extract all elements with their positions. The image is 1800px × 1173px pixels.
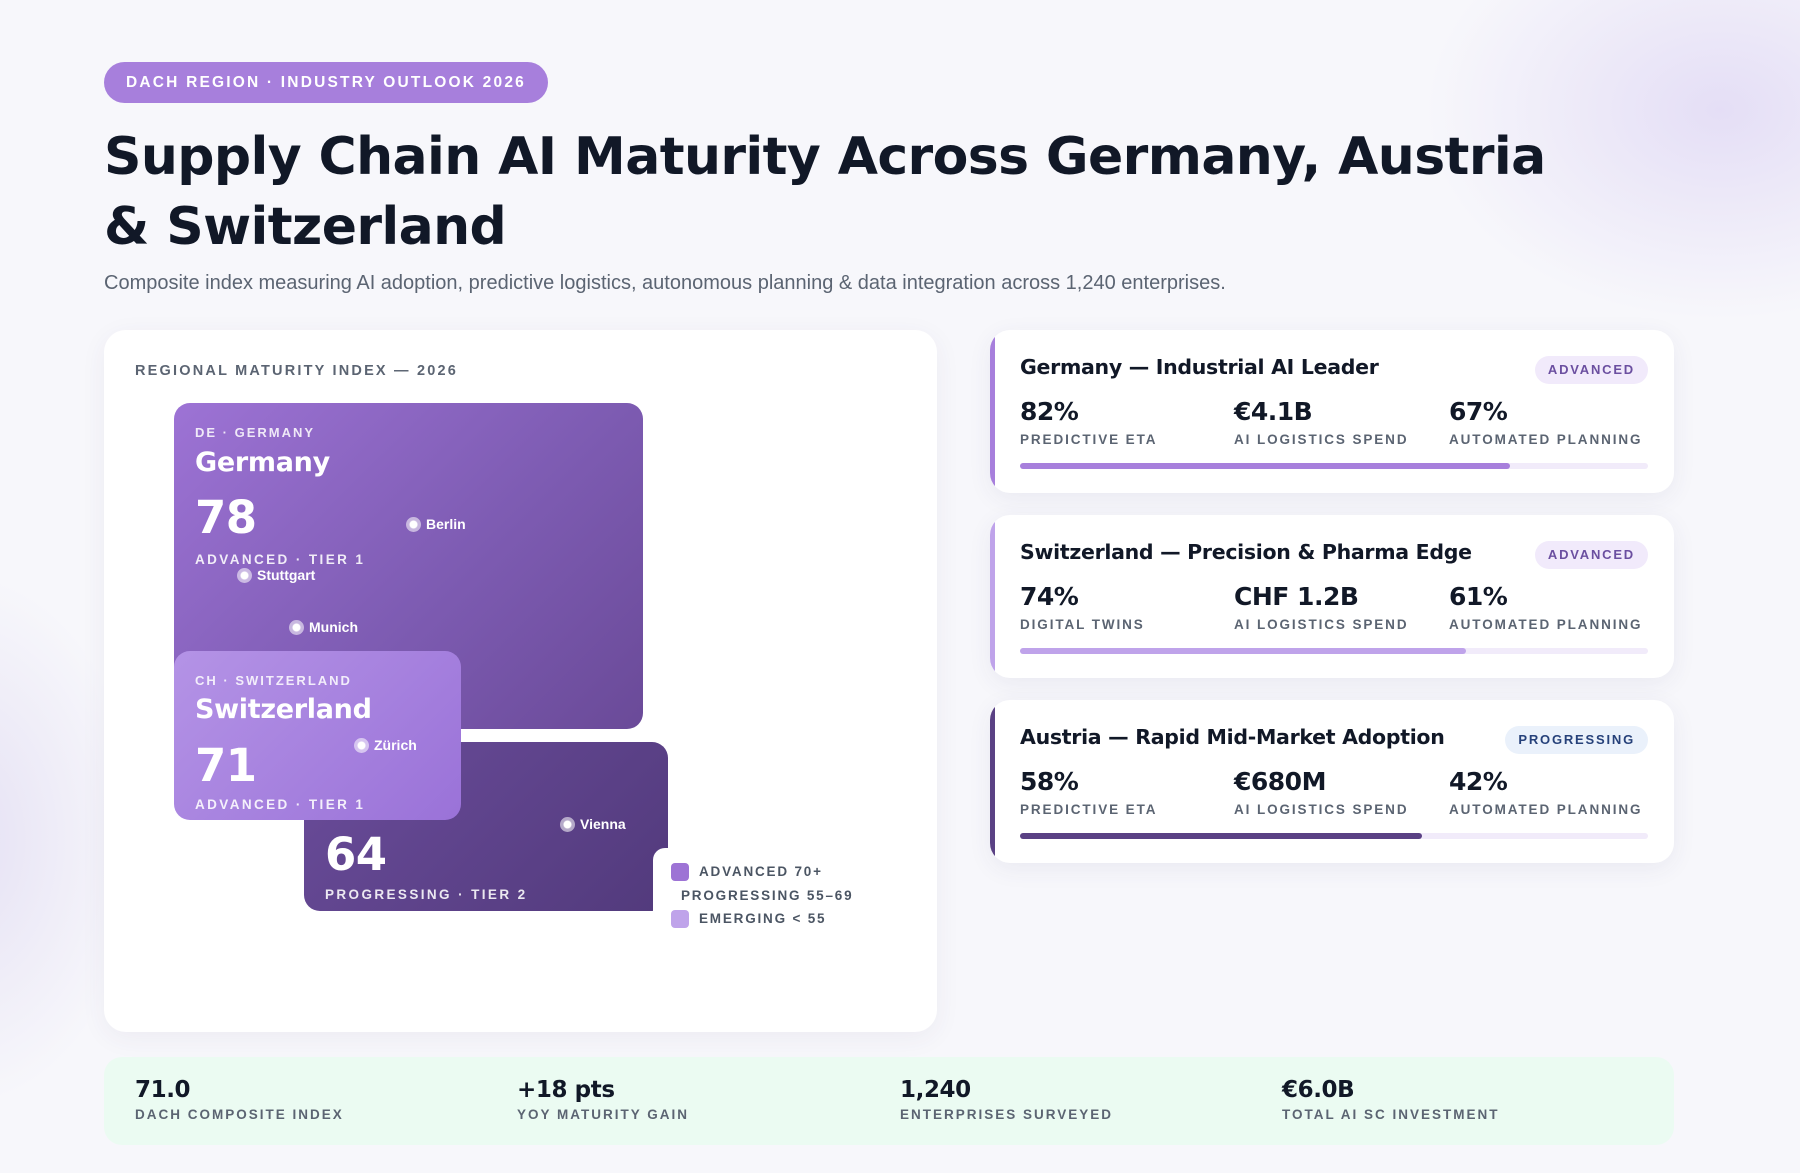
map-legend: ADVANCED 70+ PROGRESSING 55–69 EMERGING … <box>653 848 853 930</box>
metric: 74% DIGITAL TWINS <box>1020 581 1145 632</box>
summary-stats-bar: 71.0 DACH COMPOSITE INDEX +18 pts YOY MA… <box>104 1057 1674 1145</box>
metric-label: AUTOMATED PLANNING <box>1449 432 1643 447</box>
metric: €4.1B AI LOGISTICS SPEND <box>1234 396 1408 447</box>
region-tag: DACH REGION · INDUSTRY OUTLOOK 2026 <box>104 62 548 103</box>
legend-item: PROGRESSING 55–69 <box>671 884 853 908</box>
stat-label: DACH COMPOSITE INDEX <box>135 1107 344 1122</box>
card-accent <box>990 700 995 863</box>
legend-swatch <box>671 909 689 928</box>
country-card-germany[interactable]: Germany — Industrial AI Leader ADVANCED … <box>990 330 1674 493</box>
city-marker-vienna[interactable]: Vienna <box>560 816 626 832</box>
page-subtitle: Composite index measuring AI adoption, p… <box>104 272 1226 294</box>
metric-label: AI LOGISTICS SPEND <box>1234 432 1409 447</box>
region-score: 64 <box>325 828 387 881</box>
region-tier: ADVANCED · TIER 1 <box>195 797 366 812</box>
location-dot-icon <box>354 737 369 753</box>
region-switzerland[interactable]: CH · SWITZERLAND Switzerland 71 ADVANCED… <box>174 651 461 820</box>
card-accent <box>990 515 995 678</box>
metric: 42% AUTOMATED PLANNING <box>1449 766 1642 817</box>
region-name: Switzerland <box>195 694 372 725</box>
legend-item: EMERGING < 55 <box>671 907 853 931</box>
maturity-progress-bar <box>1020 648 1648 654</box>
location-dot-icon <box>406 516 421 532</box>
stat-value: 1,240 <box>900 1077 971 1103</box>
city-marker-berlin[interactable]: Berlin <box>406 516 466 532</box>
metric-value: 42% <box>1449 767 1508 796</box>
stat-value: +18 pts <box>517 1077 615 1103</box>
page-title: Supply Chain AI Maturity Across Germany,… <box>104 127 1546 257</box>
metric-label: AI LOGISTICS SPEND <box>1234 617 1409 632</box>
metric-value: 82% <box>1020 397 1079 426</box>
map-label: REGIONAL MATURITY INDEX — 2026 <box>135 363 459 379</box>
stat-value: €6.0B <box>1282 1077 1355 1103</box>
city-label: Munich <box>309 619 358 635</box>
city-label: Vienna <box>580 816 626 832</box>
metric: 82% PREDICTIVE ETA <box>1020 396 1157 447</box>
city-marker-zurich[interactable]: Zürich <box>354 737 417 753</box>
metric-value: CHF 1.2B <box>1234 582 1359 611</box>
location-dot-icon <box>289 619 304 635</box>
legend-label: EMERGING < 55 <box>699 911 827 927</box>
metric: 67% AUTOMATED PLANNING <box>1449 396 1642 447</box>
metric-label: DIGITAL TWINS <box>1020 617 1145 632</box>
metric-label: PREDICTIVE ETA <box>1020 802 1158 817</box>
legend-item: ADVANCED 70+ <box>671 860 853 884</box>
stat-label: TOTAL AI SC INVESTMENT <box>1282 1107 1500 1122</box>
metric-value: €4.1B <box>1234 397 1313 426</box>
metric-label: AUTOMATED PLANNING <box>1449 617 1643 632</box>
status-badge: ADVANCED <box>1534 541 1648 569</box>
metric: 61% AUTOMATED PLANNING <box>1449 581 1642 632</box>
city-marker-munich[interactable]: Munich <box>289 619 358 635</box>
country-card-switzerland[interactable]: Switzerland — Precision & Pharma Edge AD… <box>990 515 1674 678</box>
region-tier: ADVANCED · TIER 1 <box>195 552 366 567</box>
legend-swatch <box>671 862 689 881</box>
stat-value: 71.0 <box>135 1077 191 1103</box>
metric: CHF 1.2B AI LOGISTICS SPEND <box>1234 581 1408 632</box>
metric-label: AUTOMATED PLANNING <box>1449 802 1643 817</box>
card-title: Switzerland — Precision & Pharma Edge <box>1020 540 1472 564</box>
card-title: Germany — Industrial AI Leader <box>1020 355 1379 379</box>
legend-label: PROGRESSING 55–69 <box>681 887 854 903</box>
city-label: Stuttgart <box>257 567 316 583</box>
region-tier: PROGRESSING · TIER 2 <box>325 887 528 902</box>
stat-composite-index: 71.0 DACH COMPOSITE INDEX <box>135 1076 344 1122</box>
maturity-progress-bar <box>1020 463 1648 469</box>
metric-value: 61% <box>1449 582 1508 611</box>
region-score: 78 <box>195 491 257 544</box>
card-title: Austria — Rapid Mid-Market Adoption <box>1020 725 1445 749</box>
region-score: 71 <box>195 739 257 792</box>
city-label: Zürich <box>374 737 417 753</box>
legend-label: ADVANCED 70+ <box>699 864 823 880</box>
region-code: CH · SWITZERLAND <box>195 673 352 688</box>
card-accent <box>990 330 995 493</box>
status-badge: PROGRESSING <box>1505 726 1648 754</box>
city-label: Berlin <box>426 516 466 532</box>
stat-enterprises: 1,240 ENTERPRISES SURVEYED <box>900 1076 1113 1122</box>
progress-fill <box>1020 648 1466 654</box>
regional-map-card: REGIONAL MATURITY INDEX — 2026 DE · GERM… <box>104 330 937 1032</box>
location-dot-icon <box>237 567 252 583</box>
maturity-progress-bar <box>1020 833 1648 839</box>
region-name: Germany <box>195 447 330 478</box>
stat-investment: €6.0B TOTAL AI SC INVESTMENT <box>1282 1076 1500 1122</box>
metric-value: €680M <box>1234 767 1326 796</box>
metric-value: 58% <box>1020 767 1079 796</box>
metric-value: 74% <box>1020 582 1079 611</box>
metric: €680M AI LOGISTICS SPEND <box>1234 766 1408 817</box>
stat-yoy-gain: +18 pts YOY MATURITY GAIN <box>517 1076 689 1122</box>
city-marker-stuttgart[interactable]: Stuttgart <box>237 567 315 583</box>
stat-label: ENTERPRISES SURVEYED <box>900 1107 1114 1122</box>
region-code: DE · GERMANY <box>195 425 316 440</box>
stat-label: YOY MATURITY GAIN <box>517 1107 690 1122</box>
metric-label: PREDICTIVE ETA <box>1020 432 1158 447</box>
metric: 58% PREDICTIVE ETA <box>1020 766 1157 817</box>
metric-label: AI LOGISTICS SPEND <box>1234 802 1409 817</box>
location-dot-icon <box>560 816 575 832</box>
status-badge: ADVANCED <box>1534 356 1648 384</box>
progress-fill <box>1020 463 1510 469</box>
metric-value: 67% <box>1449 397 1508 426</box>
country-card-austria[interactable]: Austria — Rapid Mid-Market Adoption PROG… <box>990 700 1674 863</box>
progress-fill <box>1020 833 1422 839</box>
